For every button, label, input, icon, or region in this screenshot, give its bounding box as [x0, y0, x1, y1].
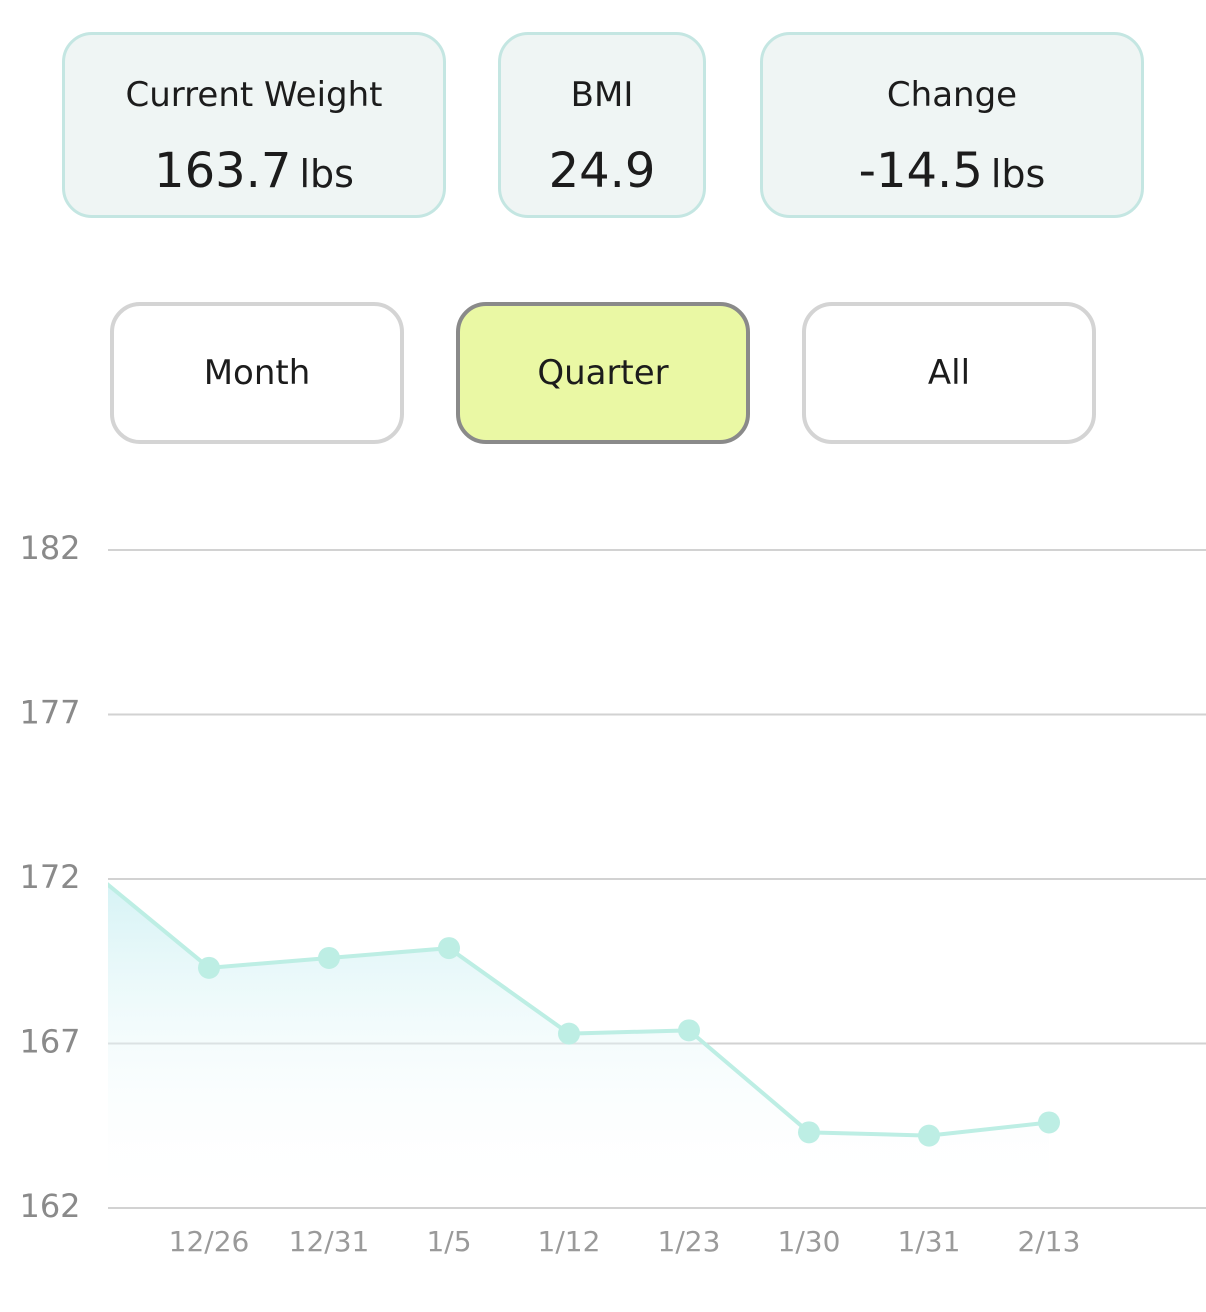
y-tick-label: 167 — [19, 1023, 80, 1061]
x-tick-label: 1/23 — [658, 1225, 721, 1258]
point — [798, 1121, 820, 1144]
y-tick-label: 182 — [19, 529, 80, 567]
stat-value: 163.7 lbs — [65, 143, 443, 199]
x-tick-label: 1/30 — [778, 1225, 841, 1258]
range-button[interactable]: All — [802, 302, 1096, 444]
point — [1038, 1111, 1060, 1134]
range-button[interactable]: Quarter — [456, 302, 750, 444]
x-tick-label: 2/13 — [1018, 1225, 1081, 1258]
x-tick-label: 1/12 — [538, 1225, 601, 1258]
stat-card: Change -14.5 lbs — [760, 32, 1144, 218]
point — [318, 946, 340, 969]
stat-card: BMI 24.9 — [498, 32, 706, 218]
stat-card: Current Weight 163.7 lbs — [62, 32, 446, 218]
point — [918, 1124, 940, 1147]
stat-label: Current Weight — [125, 75, 383, 115]
x-tick-label: 1/5 — [426, 1225, 471, 1258]
x-axis-labels: 7 12/26 12/31 1/5 1/12 1/23 1/30 1/31 2/13 — [80, 1225, 1081, 1258]
stat-number: 163.7 — [154, 143, 292, 199]
point — [678, 1019, 700, 1042]
stat-unit: lbs — [990, 152, 1046, 196]
x-tick-label: 7 — [80, 1225, 98, 1258]
stat-unit: lbs — [299, 152, 354, 196]
y-tick-label: 172 — [19, 858, 80, 896]
x-tick-label: 12/31 — [289, 1225, 370, 1258]
stat-number: -14.5 — [858, 143, 983, 199]
stat-value: -14.5 lbs — [763, 143, 1141, 199]
point — [198, 956, 220, 979]
stat-label: BMI — [570, 75, 634, 115]
x-tick-label: 1/31 — [898, 1225, 961, 1258]
stat-value: 24.9 — [501, 143, 703, 199]
point — [78, 858, 100, 880]
point — [558, 1022, 580, 1045]
y-tick-label: 162 — [19, 1187, 80, 1225]
stat-label: Change — [886, 75, 1018, 115]
y-tick-label: 177 — [19, 694, 80, 732]
x-tick-label: 12/26 — [169, 1225, 250, 1258]
stat-number: 24.9 — [548, 143, 656, 199]
point — [438, 937, 460, 960]
range-button[interactable]: Month — [110, 302, 404, 444]
area — [108, 884, 1049, 1208]
